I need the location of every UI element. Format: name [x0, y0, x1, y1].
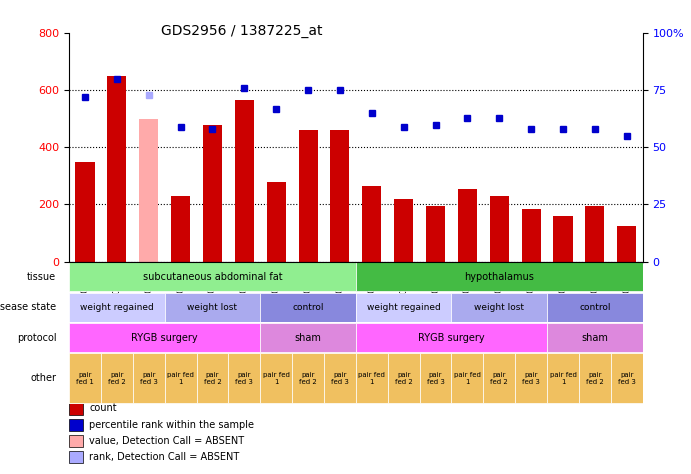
FancyBboxPatch shape: [261, 323, 356, 352]
Text: RYGB surgery: RYGB surgery: [131, 333, 198, 343]
Text: disease state: disease state: [0, 302, 57, 312]
Text: weight lost: weight lost: [187, 303, 238, 312]
Text: sham: sham: [294, 333, 321, 343]
Text: pair
fed 2: pair fed 2: [299, 372, 317, 385]
FancyBboxPatch shape: [451, 292, 547, 322]
Text: value, Detection Call = ABSENT: value, Detection Call = ABSENT: [89, 437, 245, 447]
Bar: [490, 196, 509, 262]
FancyBboxPatch shape: [229, 354, 261, 403]
Bar: [235, 100, 254, 262]
FancyBboxPatch shape: [133, 354, 164, 403]
FancyBboxPatch shape: [579, 354, 611, 403]
Bar: [458, 189, 477, 262]
Bar: [203, 125, 222, 262]
Text: pair
fed 3: pair fed 3: [618, 372, 636, 385]
Bar: [267, 182, 286, 262]
FancyBboxPatch shape: [547, 323, 643, 352]
FancyBboxPatch shape: [101, 354, 133, 403]
Text: RYGB surgery: RYGB surgery: [418, 333, 485, 343]
Text: GDS2956 / 1387225_at: GDS2956 / 1387225_at: [161, 24, 323, 38]
FancyBboxPatch shape: [356, 323, 547, 352]
FancyBboxPatch shape: [196, 354, 229, 403]
Text: pair fed
1: pair fed 1: [549, 372, 576, 385]
FancyBboxPatch shape: [388, 354, 419, 403]
FancyBboxPatch shape: [164, 292, 261, 322]
FancyBboxPatch shape: [69, 292, 164, 322]
Text: control: control: [292, 303, 324, 312]
Text: pair
fed 2: pair fed 2: [204, 372, 221, 385]
Text: percentile rank within the sample: percentile rank within the sample: [89, 420, 254, 430]
Text: pair
fed 2: pair fed 2: [395, 372, 413, 385]
Text: weight regained: weight regained: [367, 303, 441, 312]
FancyBboxPatch shape: [419, 354, 451, 403]
FancyBboxPatch shape: [356, 354, 388, 403]
Text: count: count: [89, 403, 117, 413]
FancyBboxPatch shape: [261, 354, 292, 403]
FancyBboxPatch shape: [69, 262, 356, 292]
FancyBboxPatch shape: [69, 354, 101, 403]
FancyBboxPatch shape: [356, 292, 451, 322]
Bar: [522, 209, 540, 262]
Text: hypothalamus: hypothalamus: [464, 272, 534, 282]
FancyBboxPatch shape: [547, 292, 643, 322]
Bar: [362, 186, 381, 262]
Text: other: other: [30, 373, 57, 383]
FancyBboxPatch shape: [324, 354, 356, 403]
Bar: [171, 196, 190, 262]
Text: pair
fed 2: pair fed 2: [491, 372, 508, 385]
Text: pair
fed 3: pair fed 3: [140, 372, 158, 385]
Bar: [617, 226, 636, 262]
Bar: [553, 216, 573, 262]
Text: pair
fed 1: pair fed 1: [76, 372, 94, 385]
FancyBboxPatch shape: [164, 354, 196, 403]
Text: pair
fed 2: pair fed 2: [586, 372, 604, 385]
Bar: [107, 76, 126, 262]
Text: tissue: tissue: [27, 272, 57, 282]
FancyBboxPatch shape: [356, 262, 643, 292]
Bar: [69, 419, 84, 431]
Text: pair
fed 3: pair fed 3: [236, 372, 254, 385]
Bar: [69, 435, 84, 447]
Bar: [394, 199, 413, 262]
Bar: [139, 119, 158, 262]
Text: protocol: protocol: [17, 333, 57, 343]
Bar: [330, 130, 350, 262]
Text: rank, Detection Call = ABSENT: rank, Detection Call = ABSENT: [89, 452, 239, 462]
Bar: [585, 206, 605, 262]
Text: pair
fed 3: pair fed 3: [426, 372, 444, 385]
Bar: [75, 162, 95, 262]
Text: pair fed
1: pair fed 1: [454, 372, 481, 385]
FancyBboxPatch shape: [547, 354, 579, 403]
Text: weight regained: weight regained: [80, 303, 154, 312]
Bar: [69, 402, 84, 415]
FancyBboxPatch shape: [483, 354, 515, 403]
Bar: [69, 451, 84, 463]
FancyBboxPatch shape: [261, 292, 356, 322]
FancyBboxPatch shape: [451, 354, 483, 403]
Bar: [299, 130, 318, 262]
Text: subcutaneous abdominal fat: subcutaneous abdominal fat: [142, 272, 283, 282]
Bar: [426, 206, 445, 262]
Text: pair
fed 3: pair fed 3: [331, 372, 349, 385]
Text: pair fed
1: pair fed 1: [167, 372, 194, 385]
Text: weight lost: weight lost: [474, 303, 524, 312]
FancyBboxPatch shape: [515, 354, 547, 403]
Text: pair
fed 2: pair fed 2: [108, 372, 126, 385]
Text: pair fed
1: pair fed 1: [359, 372, 386, 385]
Text: control: control: [579, 303, 611, 312]
FancyBboxPatch shape: [69, 323, 261, 352]
Text: pair
fed 3: pair fed 3: [522, 372, 540, 385]
Text: pair fed
1: pair fed 1: [263, 372, 290, 385]
FancyBboxPatch shape: [611, 354, 643, 403]
Text: sham: sham: [581, 333, 608, 343]
FancyBboxPatch shape: [292, 354, 324, 403]
